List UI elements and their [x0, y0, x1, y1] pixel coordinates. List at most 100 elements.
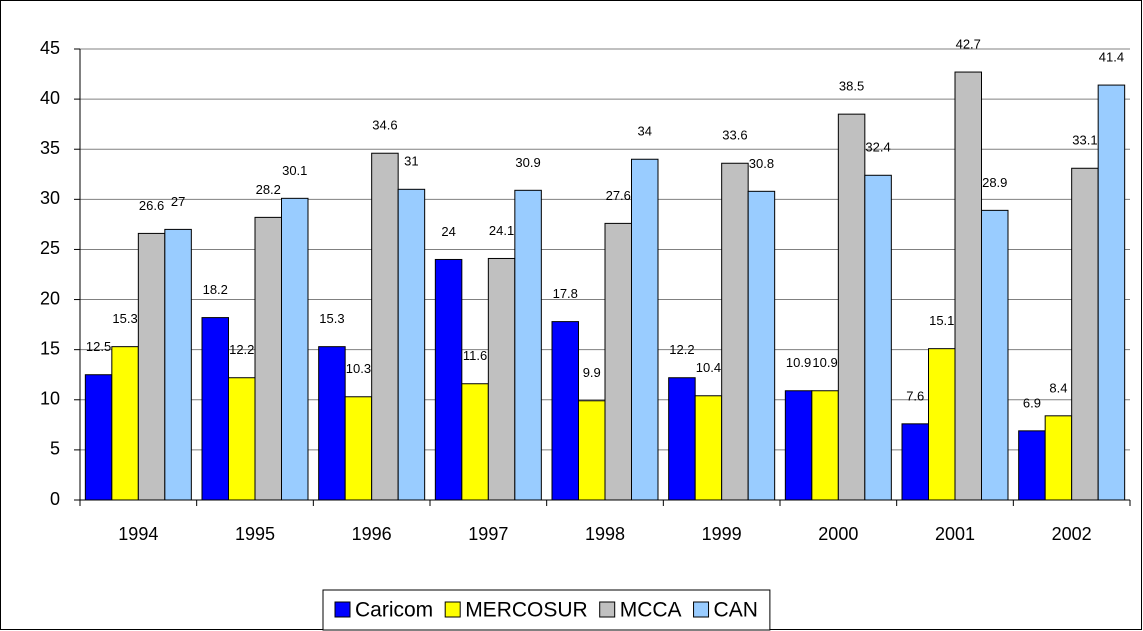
legend-swatch	[334, 601, 351, 618]
legend-label: MCCA	[620, 599, 682, 622]
y-tick-label: 40	[40, 88, 60, 108]
bar	[811, 390, 839, 501]
bar	[461, 383, 489, 501]
bar	[747, 190, 776, 501]
y-tick-label: 15	[40, 338, 60, 358]
data-label: 15.3	[112, 311, 137, 326]
data-label: 12.2	[669, 342, 694, 357]
bar	[694, 395, 723, 501]
bar	[1044, 415, 1073, 501]
bar	[254, 216, 282, 501]
bar	[228, 377, 256, 501]
data-label: 24	[441, 224, 455, 239]
bar	[981, 209, 1009, 501]
x-tick-label: 2000	[818, 524, 858, 544]
data-label: 33.6	[722, 128, 747, 143]
x-tick-label: 1995	[235, 524, 275, 544]
legend-swatch	[444, 601, 461, 618]
bar	[281, 197, 309, 501]
data-label: 11.6	[463, 348, 487, 363]
data-label: 9.9	[583, 365, 601, 380]
y-tick-label: 0	[50, 489, 60, 509]
data-label: 33.1	[1072, 133, 1097, 148]
y-tick-label: 20	[40, 288, 60, 308]
data-label: 10.9	[786, 355, 811, 370]
bar	[928, 348, 956, 501]
bar	[954, 71, 982, 501]
bar	[578, 400, 606, 501]
bar	[721, 162, 749, 501]
y-tick-label: 30	[40, 188, 60, 208]
bar	[837, 113, 866, 501]
data-label: 38.5	[839, 79, 864, 94]
bar	[784, 390, 813, 501]
data-label: 30.8	[749, 156, 774, 171]
bar	[1097, 84, 1126, 501]
data-label: 17.8	[553, 286, 578, 301]
data-label: 18.2	[203, 282, 228, 297]
x-tick-label: 1998	[585, 524, 625, 544]
x-tick-label: 1996	[352, 524, 392, 544]
bar	[397, 188, 426, 501]
bar	[164, 228, 192, 501]
y-tick-label: 25	[40, 238, 60, 258]
bar	[864, 174, 892, 501]
bar	[1071, 167, 1099, 501]
legend-swatch	[693, 601, 710, 618]
data-label: 42.7	[956, 36, 981, 51]
y-tick-label: 10	[40, 389, 60, 409]
data-label: 31	[404, 154, 418, 169]
data-label: 34	[638, 124, 652, 139]
data-label: 10.4	[696, 360, 721, 375]
data-label: 28.2	[256, 182, 281, 197]
legend-label: CAN	[714, 599, 758, 622]
data-label: 12.2	[229, 342, 254, 357]
bar	[604, 222, 632, 501]
bar	[1018, 430, 1046, 501]
data-label: 27	[171, 194, 185, 209]
bar	[344, 396, 373, 501]
data-label: 10.9	[812, 355, 837, 370]
data-label: 26.6	[139, 198, 164, 213]
data-label: 6.9	[1023, 395, 1041, 410]
data-label: 15.1	[929, 313, 954, 328]
bar	[201, 317, 229, 501]
data-label: 28.9	[982, 175, 1007, 190]
bar	[487, 257, 516, 501]
bar	[901, 423, 929, 501]
bar	[137, 232, 166, 501]
bar	[84, 374, 113, 501]
bar	[371, 152, 399, 501]
legend-label: MERCOSUR	[465, 599, 588, 622]
bar	[631, 158, 659, 501]
data-label: 10.3	[346, 361, 371, 376]
data-label: 7.6	[906, 388, 924, 403]
x-tick-label: 2002	[1052, 524, 1092, 544]
data-label: 30.1	[282, 163, 307, 178]
legend-label: Caricom	[355, 599, 433, 622]
bar	[668, 377, 696, 501]
data-label: 8.4	[1049, 380, 1067, 395]
data-label: 30.9	[515, 155, 540, 170]
bar	[318, 346, 346, 501]
y-tick-label: 5	[50, 439, 60, 459]
bar	[111, 346, 139, 501]
x-tick-label: 1997	[468, 524, 508, 544]
data-label: 15.3	[319, 311, 344, 326]
bar	[551, 321, 579, 501]
data-label: 12.5	[86, 339, 111, 354]
legend-swatch	[599, 601, 616, 618]
bar	[514, 189, 542, 501]
x-tick-label: 1999	[702, 524, 742, 544]
x-tick-label: 2001	[935, 524, 975, 544]
x-tick-label: 1994	[118, 524, 158, 544]
data-label: 27.6	[606, 188, 631, 203]
data-label: 41.4	[1099, 50, 1124, 65]
y-tick-label: 35	[40, 138, 60, 158]
data-label: 24.1	[489, 223, 514, 238]
data-label: 32.4	[865, 140, 890, 155]
data-label: 34.6	[372, 118, 397, 133]
y-tick-label: 45	[40, 38, 60, 58]
bar	[434, 258, 463, 501]
